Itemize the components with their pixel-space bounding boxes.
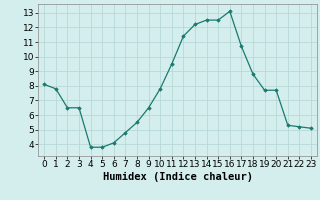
X-axis label: Humidex (Indice chaleur): Humidex (Indice chaleur) [103, 172, 252, 182]
